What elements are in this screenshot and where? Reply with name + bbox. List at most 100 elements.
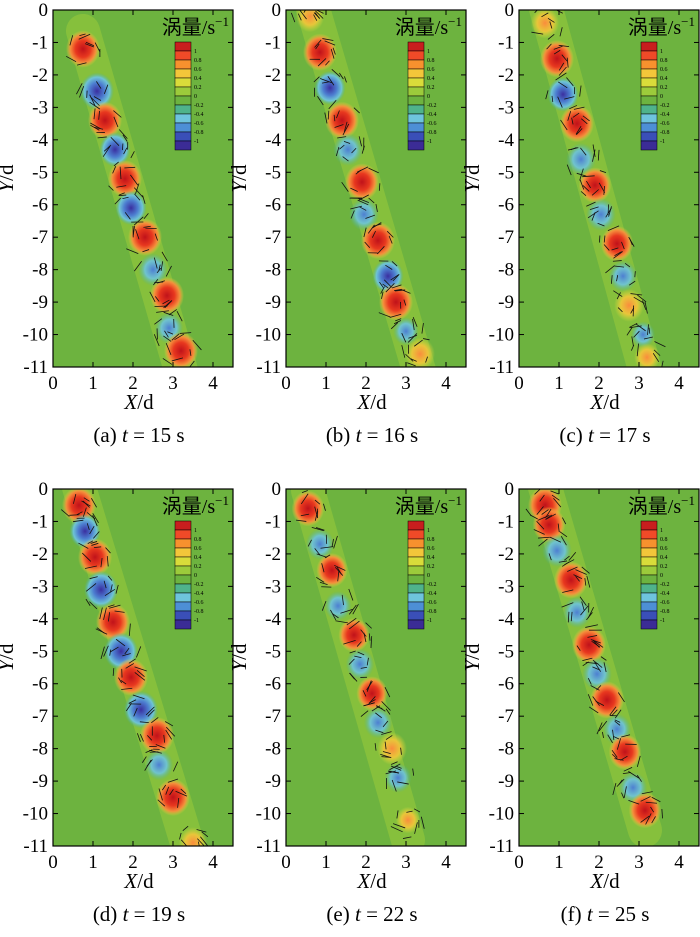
colorbar-tick-label: -0.8 <box>660 130 670 136</box>
colorbar-tick-label: 0 <box>194 94 197 100</box>
colorbar-swatch <box>641 620 657 629</box>
caption-letter: (b) <box>326 423 351 447</box>
y-tick-label: -2 <box>265 544 281 565</box>
y-tick-label: -7 <box>265 227 281 248</box>
y-tick-label: -9 <box>498 771 514 792</box>
y-tick-label: -10 <box>23 804 48 825</box>
colorbar-swatch <box>641 521 657 530</box>
x-axis-label: X/d <box>123 390 154 414</box>
y-axis-label-unit: /d <box>460 643 484 660</box>
y-tick-label: -4 <box>498 609 514 630</box>
colorbar-tick-label: -0.4 <box>194 112 204 118</box>
x-axis-label-unit: /d <box>370 869 387 893</box>
caption-value: = 17 s <box>599 423 651 447</box>
colorbar-swatch <box>175 141 191 150</box>
colorbar-tick-label: -0.4 <box>194 591 204 597</box>
colorbar-swatch <box>408 123 424 132</box>
vortex-positive <box>377 732 407 765</box>
vortex-positive <box>572 626 606 663</box>
colorbar-swatch <box>408 87 424 96</box>
x-tick-label: 3 <box>401 373 411 394</box>
colorbar-tick-label: -1 <box>427 618 432 624</box>
colorbar-swatch <box>175 566 191 575</box>
colorbar-title-text: 涡量/s <box>395 495 449 518</box>
colorbar-swatch <box>175 557 191 566</box>
vortex-positive <box>560 105 594 142</box>
y-axis-label-unit: /d <box>0 164 18 181</box>
panel-caption: (c) t = 17 s <box>559 423 650 447</box>
vortex-positive <box>554 561 588 598</box>
colorbar-tick-label: -0.4 <box>660 112 670 118</box>
y-tick-label: -8 <box>265 739 281 760</box>
vortex-positive <box>345 163 379 200</box>
colorbar-title-sup: −1 <box>215 14 229 29</box>
colorbar-swatch <box>408 51 424 60</box>
colorbar-swatch <box>175 521 191 530</box>
x-tick-label: 4 <box>674 373 684 394</box>
y-tick-label: -8 <box>32 260 48 281</box>
colorbar-swatch <box>175 611 191 620</box>
colorbar-swatch <box>641 123 657 132</box>
colorbar-tick-label: 0.8 <box>427 537 435 543</box>
colorbar-swatch <box>641 114 657 123</box>
y-tick-label: -9 <box>32 771 48 792</box>
colorbar-swatch <box>641 51 657 60</box>
colorbar-tick-label: 1 <box>427 49 430 55</box>
colorbar-title-text: 涡量/s <box>162 16 216 39</box>
colorbar-tick-label: -0.8 <box>427 609 437 615</box>
colorbar-swatch <box>408 611 424 620</box>
x-axis-label: X/d <box>123 869 154 893</box>
y-tick-label: -11 <box>23 836 48 857</box>
colorbar-tick-label: -0.4 <box>427 112 437 118</box>
x-axis-label-var: X <box>356 869 371 893</box>
vortex-positive <box>292 491 325 527</box>
colorbar-tick-label: 0.2 <box>660 85 668 91</box>
y-tick-label: -11 <box>489 357 514 378</box>
y-tick-label: -8 <box>32 739 48 760</box>
y-tick-label: -4 <box>32 609 48 630</box>
colorbar-tick-label: -0.2 <box>427 103 437 109</box>
vortex-negative <box>145 749 173 780</box>
colorbar-tick-label: 0 <box>427 94 430 100</box>
colorbar-title-text: 涡量/s <box>628 495 682 518</box>
y-tick-label: -5 <box>32 162 48 183</box>
colorbar-tick-label: 0.4 <box>427 555 435 561</box>
y-tick-label: -10 <box>489 804 514 825</box>
colorbar-tick-label: 1 <box>660 49 663 55</box>
caption-letter: (f) <box>561 902 582 926</box>
y-axis-label: Y/d <box>460 164 484 193</box>
colorbar-swatch <box>408 132 424 141</box>
colorbar-tick-label: 0.6 <box>427 67 435 73</box>
colorbar-swatch <box>175 87 191 96</box>
colorbar-swatch <box>641 69 657 78</box>
colorbar-swatch <box>175 593 191 602</box>
colorbar-tick-label: 1 <box>427 528 430 534</box>
caption-letter: (a) <box>93 423 116 447</box>
y-tick-label: -3 <box>265 97 281 118</box>
caption-value: = 19 s <box>134 902 186 926</box>
colorbar-tick-label: 0.2 <box>660 564 668 570</box>
y-axis-label: Y/d <box>0 643 18 672</box>
vortex-positive <box>601 226 634 262</box>
colorbar-swatch <box>175 539 191 548</box>
colorbar-tick-label: -0.6 <box>660 600 670 606</box>
vortex-negative <box>631 321 655 348</box>
colorbar-swatch <box>408 602 424 611</box>
colorbar-swatch <box>175 602 191 611</box>
vortex-negative <box>84 571 118 608</box>
y-tick-label: -11 <box>256 836 281 857</box>
x-tick-label: 1 <box>554 852 564 873</box>
y-tick-label: -5 <box>32 641 48 662</box>
y-axis-label: Y/d <box>227 643 251 672</box>
colorbar-swatch <box>408 566 424 575</box>
colorbar-swatch <box>641 87 657 96</box>
y-axis-label: Y/d <box>460 643 484 672</box>
colorbar-tick-label: 0.2 <box>194 85 202 91</box>
colorbar-tick-label: -0.6 <box>194 121 204 127</box>
x-tick-label: 4 <box>208 373 218 394</box>
x-tick-label: 4 <box>441 852 451 873</box>
y-axis-label: Y/d <box>0 164 18 193</box>
y-tick-label: -7 <box>498 227 514 248</box>
